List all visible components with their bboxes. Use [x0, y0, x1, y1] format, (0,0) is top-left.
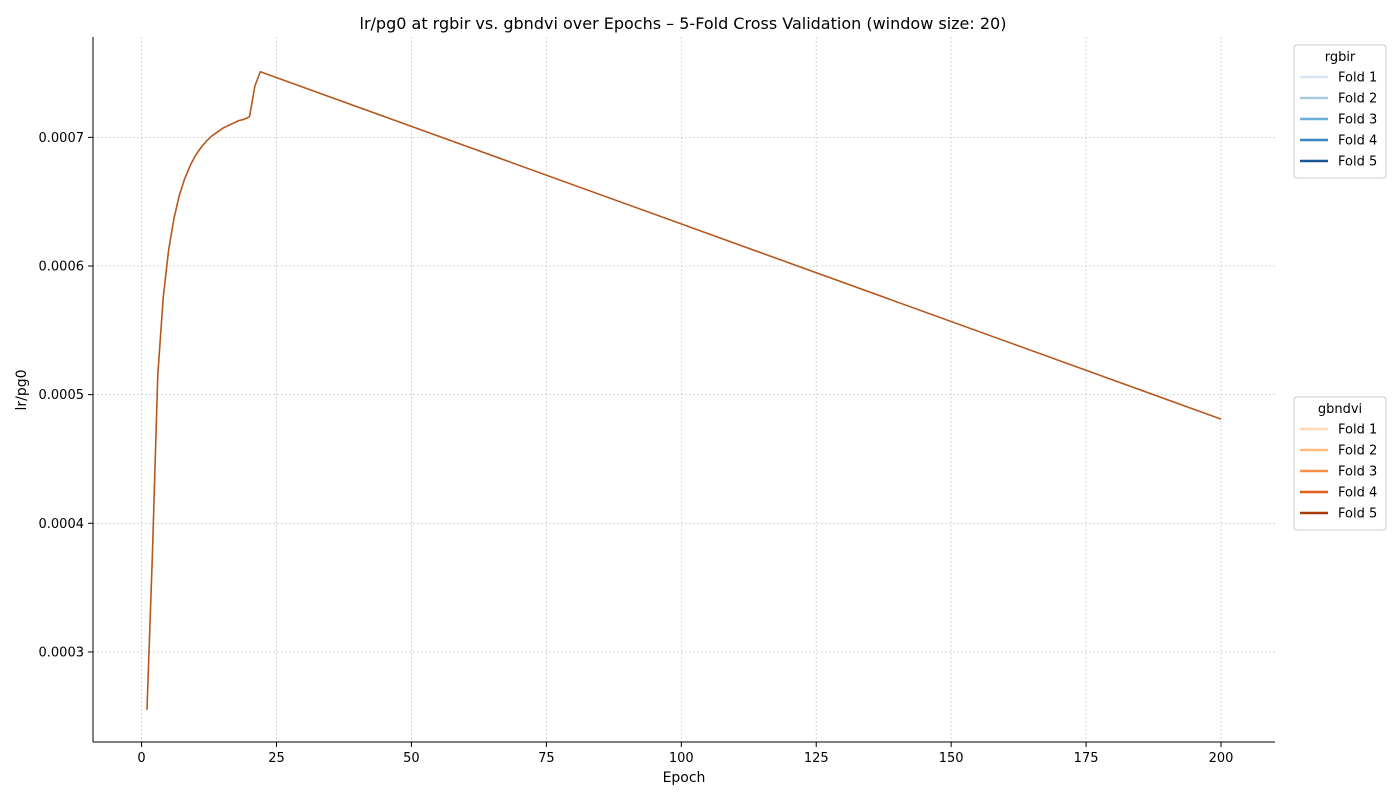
legend-label: Fold 4 [1338, 486, 1377, 501]
legend-label: Fold 5 [1338, 507, 1377, 522]
axes [92, 37, 1275, 743]
x-tick-label: 175 [1074, 751, 1099, 766]
x-axis-title: Epoch [663, 770, 706, 786]
y-tick-label: 0.0004 [39, 517, 85, 532]
chart-title: lr/pg0 at rgbir vs. gbndvi over Epochs –… [360, 14, 1007, 33]
y-axis-title: lr/pg0 [14, 369, 30, 410]
grid [93, 37, 1275, 742]
x-tick-label: 50 [403, 751, 420, 766]
x-tick-label: 200 [1209, 751, 1234, 766]
legend-title: gbndvi [1318, 402, 1362, 417]
y-tick-label: 0.0007 [39, 131, 85, 146]
x-tick-label: 100 [669, 751, 694, 766]
y-tick-label: 0.0006 [39, 259, 85, 274]
x-tick-label: 150 [939, 751, 964, 766]
legend-rgbir: rgbir Fold 1 Fold 2 Fold 3 Fold 4 Fold 5 [1293, 44, 1387, 179]
x-tick-label: 0 [137, 751, 145, 766]
legend-label: Fold 3 [1338, 465, 1377, 480]
legend-label: Fold 2 [1338, 444, 1377, 459]
legend-label: Fold 1 [1338, 71, 1377, 86]
legend-label: Fold 4 [1338, 134, 1377, 149]
legend-label: Fold 5 [1338, 155, 1377, 170]
legend-title: rgbir [1325, 50, 1356, 65]
x-tick-label: 25 [268, 751, 285, 766]
legend-label: Fold 1 [1338, 423, 1377, 438]
series-line [146, 70, 1222, 710]
legend-label: Fold 3 [1338, 113, 1377, 128]
x-tick-label: 75 [538, 751, 555, 766]
ticks: 0 25 50 75 100 125 150 175 200 0.0003 0.0004 0.0005… [39, 131, 1234, 766]
y-tick-label: 0.0003 [39, 645, 85, 660]
legend-label: Fold 2 [1338, 92, 1377, 107]
y-tick-label: 0.0005 [39, 388, 85, 403]
legend-gbndvi: gbndvi Fold 1 Fold 2 Fold 3 Fold 4 Fold 5 [1293, 396, 1387, 531]
series-lines [146, 70, 1222, 710]
x-tick-label: 125 [804, 751, 829, 766]
